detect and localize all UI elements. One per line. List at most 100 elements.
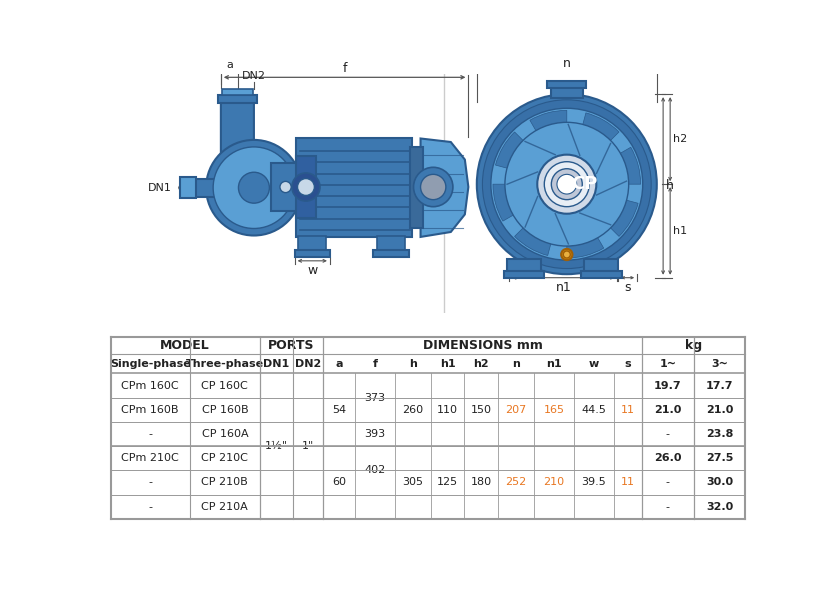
Text: 11: 11 (621, 405, 635, 415)
Text: 39.5: 39.5 (581, 477, 606, 488)
Text: CPm 160B: CPm 160B (122, 405, 179, 415)
Bar (180, 177, 195, 198)
Bar (373, 250, 408, 256)
Text: 17.7: 17.7 (706, 381, 733, 391)
Text: DN2: DN2 (295, 359, 321, 369)
Text: h2: h2 (673, 134, 687, 144)
Wedge shape (567, 113, 619, 184)
Text: 305: 305 (402, 477, 423, 488)
Text: 373: 373 (364, 393, 385, 403)
Wedge shape (493, 184, 567, 221)
Text: 19.7: 19.7 (654, 381, 681, 391)
Text: w: w (589, 359, 599, 369)
Bar (295, 250, 330, 256)
Text: a: a (226, 60, 233, 69)
Text: h2: h2 (473, 359, 489, 369)
Text: 1~: 1~ (660, 359, 676, 369)
Text: DN1: DN1 (148, 183, 172, 192)
Text: PORTS: PORTS (268, 339, 315, 352)
Bar (507, 260, 541, 274)
Text: DN1: DN1 (263, 359, 290, 369)
Text: -: - (149, 477, 152, 488)
Bar (296, 156, 316, 218)
Text: h: h (409, 359, 417, 369)
Text: DIMENSIONS mm: DIMENSIONS mm (423, 339, 543, 352)
Text: 26.0: 26.0 (654, 453, 681, 463)
Polygon shape (221, 92, 254, 154)
Text: 252: 252 (505, 477, 527, 488)
Bar (221, 89, 253, 95)
Text: CP 210A: CP 210A (201, 502, 248, 512)
Text: -: - (666, 477, 670, 488)
Text: CP 160A: CP 160A (201, 429, 248, 439)
Text: 125: 125 (438, 477, 458, 488)
Bar (584, 260, 618, 274)
Text: CP 160C: CP 160C (201, 381, 248, 391)
Bar (504, 271, 544, 278)
Wedge shape (514, 184, 567, 255)
Bar (218, 95, 256, 103)
Text: 3~: 3~ (711, 359, 728, 369)
Text: -: - (149, 429, 152, 439)
Circle shape (413, 167, 453, 207)
Text: f: f (372, 359, 377, 369)
Text: 1½": 1½" (265, 441, 288, 451)
Circle shape (421, 174, 446, 200)
Text: f: f (342, 62, 347, 75)
Bar (377, 236, 405, 252)
Circle shape (537, 154, 596, 214)
Text: 260: 260 (402, 405, 423, 415)
Circle shape (297, 178, 315, 196)
Bar (271, 163, 300, 211)
Circle shape (239, 172, 270, 203)
Text: 110: 110 (438, 405, 458, 415)
Circle shape (505, 122, 629, 246)
Text: 23.8: 23.8 (706, 429, 733, 439)
Text: 60: 60 (332, 477, 346, 488)
Text: 180: 180 (471, 477, 492, 488)
Text: h1: h1 (440, 359, 456, 369)
Text: CP 210C: CP 210C (201, 453, 248, 463)
Circle shape (557, 174, 577, 194)
Wedge shape (495, 132, 567, 184)
Text: 11: 11 (621, 477, 635, 488)
Text: n: n (563, 57, 571, 69)
Text: -: - (149, 502, 152, 512)
Circle shape (477, 94, 657, 274)
Text: 32.0: 32.0 (706, 502, 733, 512)
Text: Three-phase: Three-phase (185, 359, 264, 369)
Text: 1": 1" (302, 441, 314, 451)
Bar (423, 181, 431, 193)
Text: CP 160B: CP 160B (201, 405, 248, 415)
Text: MODEL: MODEL (160, 339, 210, 352)
Text: -: - (666, 502, 670, 512)
Circle shape (280, 181, 291, 192)
Wedge shape (567, 147, 640, 184)
Bar (298, 236, 326, 252)
Circle shape (564, 251, 570, 258)
Bar (547, 81, 586, 88)
Text: n1: n1 (555, 281, 571, 294)
Text: -: - (666, 429, 670, 439)
Text: s: s (625, 359, 631, 369)
Bar (581, 271, 621, 278)
Text: Single-phase: Single-phase (110, 359, 190, 369)
Text: s: s (624, 281, 630, 294)
Circle shape (483, 100, 651, 269)
Bar (410, 147, 423, 229)
Circle shape (561, 249, 573, 260)
Text: 207: 207 (505, 405, 527, 415)
Text: 27.5: 27.5 (706, 453, 733, 463)
Text: 150: 150 (471, 405, 492, 415)
Circle shape (292, 173, 320, 201)
Text: 402: 402 (364, 466, 386, 475)
Text: h1: h1 (673, 226, 687, 236)
Text: CP 210B: CP 210B (201, 477, 248, 488)
Text: h: h (666, 180, 674, 192)
Circle shape (551, 169, 582, 200)
Wedge shape (567, 184, 604, 258)
Text: 165: 165 (544, 405, 564, 415)
Circle shape (544, 162, 590, 207)
Circle shape (206, 140, 301, 236)
Text: 210: 210 (544, 477, 564, 488)
